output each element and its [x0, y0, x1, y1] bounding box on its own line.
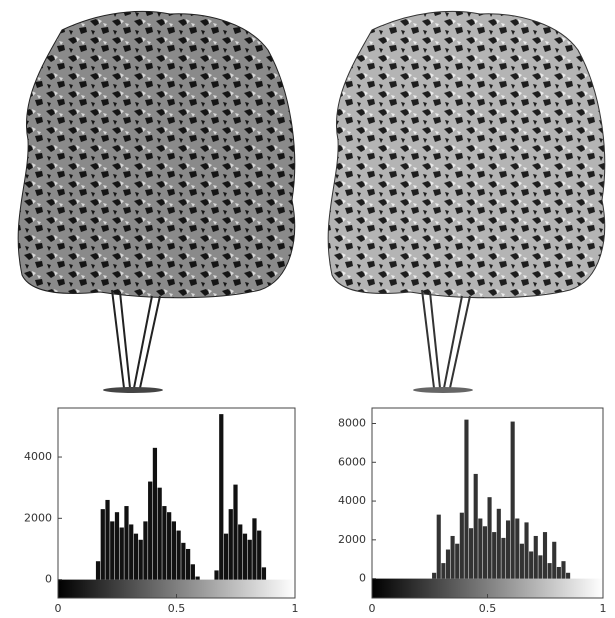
y-tick-label: 8000	[338, 417, 366, 430]
hist-bar	[469, 528, 474, 579]
y-tick-label: 0	[45, 573, 52, 586]
hist-bar	[238, 524, 243, 580]
hist-bar	[515, 518, 520, 579]
hist-bar	[100, 509, 105, 580]
hist-bar	[138, 539, 143, 580]
hist-bar	[167, 512, 172, 580]
hist-bar	[176, 530, 181, 580]
y-tick-label: 0	[359, 572, 366, 585]
hist-bar	[441, 563, 446, 579]
hist-bar	[510, 421, 515, 579]
hist-bar	[129, 524, 134, 580]
hist-bar	[450, 535, 455, 579]
hist-bar	[171, 521, 176, 580]
hist-bar	[524, 522, 529, 579]
hist-bar	[223, 533, 229, 580]
x-tick-label: 0.5	[168, 602, 186, 615]
hist-bar	[181, 542, 186, 580]
hist-bar	[432, 572, 437, 579]
hist-bar	[529, 551, 534, 579]
hist-bar	[482, 526, 487, 579]
hist-bar	[152, 447, 158, 580]
hist-bar	[496, 508, 501, 579]
tree-original	[17, 10, 296, 393]
tree-equalized	[327, 10, 606, 393]
hist-bar	[561, 561, 566, 579]
hist-bar	[556, 566, 561, 579]
hist-bar	[95, 561, 101, 580]
hist-bar	[501, 537, 506, 579]
gray-scale-bar	[372, 578, 603, 598]
y-tick-label: 6000	[338, 455, 366, 468]
hist-bar	[445, 549, 451, 579]
hist-bar	[257, 530, 262, 580]
hist-bar	[233, 484, 238, 580]
hist-bar	[105, 499, 110, 580]
hist-bar	[455, 543, 460, 579]
hist-bar	[252, 518, 257, 580]
hist-bar	[547, 563, 552, 579]
hist-bar	[542, 532, 548, 579]
hist-bar	[492, 532, 497, 579]
hist-bar	[436, 514, 441, 579]
hist-bar	[228, 509, 233, 580]
x-tick-label: 0.5	[479, 602, 497, 615]
hist-bar	[566, 572, 571, 579]
y-tick-label: 4000	[338, 494, 366, 507]
hist-bar	[119, 527, 124, 580]
y-tick-label: 2000	[338, 533, 366, 546]
hist-bar	[464, 419, 469, 579]
hist-bar	[148, 481, 153, 580]
hist-bar	[242, 533, 248, 580]
hist-bar	[538, 555, 543, 579]
hist-bar	[478, 518, 483, 579]
hist-bar	[114, 512, 120, 580]
x-tick-label: 0	[369, 602, 376, 615]
hist-bar	[459, 512, 464, 579]
hist-bar	[190, 564, 195, 580]
hist-bar	[110, 521, 115, 580]
hist-bar	[195, 576, 200, 580]
y-tick-label: 2000	[24, 511, 52, 524]
hist-bar	[261, 567, 267, 580]
hist-bar	[162, 506, 167, 580]
hist-bar	[473, 473, 478, 579]
x-tick-label: 1	[292, 602, 299, 615]
y-tick-label: 4000	[24, 450, 52, 463]
x-tick-label: 0	[55, 602, 62, 615]
hist-bar	[487, 497, 492, 579]
x-tick-label: 1	[600, 602, 607, 615]
hist-bar	[505, 520, 511, 579]
hist-bar	[133, 533, 139, 580]
hist-bar	[219, 414, 224, 580]
hist-bar	[552, 541, 557, 579]
hist-bar	[157, 487, 162, 580]
hist-bar	[143, 521, 148, 580]
hist-bar	[533, 535, 538, 579]
hist-bar	[214, 570, 219, 580]
gray-scale-bar	[58, 579, 295, 598]
hist-bar	[247, 539, 252, 580]
hist-bar	[519, 543, 524, 579]
hist-bar	[185, 548, 191, 580]
hist-bar	[124, 506, 129, 580]
